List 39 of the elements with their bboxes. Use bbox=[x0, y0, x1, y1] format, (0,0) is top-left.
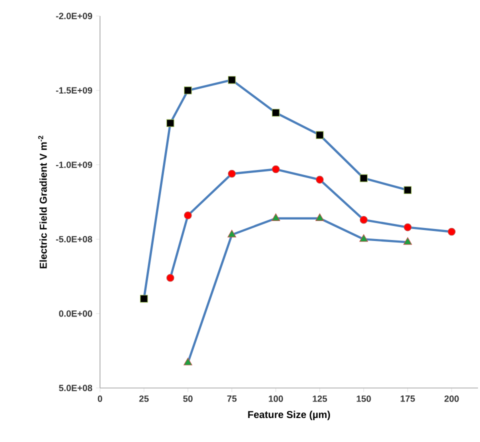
y-tick-label: -2.0E+09 bbox=[56, 12, 92, 20]
point bbox=[360, 174, 368, 182]
point bbox=[404, 223, 412, 232]
point bbox=[184, 211, 192, 220]
point bbox=[316, 131, 324, 139]
x-tick-label: 25 bbox=[139, 396, 149, 402]
point bbox=[228, 230, 236, 238]
x-tick-label: 0 bbox=[98, 396, 102, 402]
x-tick-label: 200 bbox=[444, 396, 459, 402]
point bbox=[403, 237, 412, 245]
point bbox=[272, 165, 280, 174]
x-tick-label: 125 bbox=[312, 396, 328, 402]
y-tick-label: -1.0E+09 bbox=[56, 162, 92, 168]
point bbox=[316, 176, 324, 184]
point bbox=[166, 274, 174, 282]
point bbox=[228, 76, 236, 84]
y-axis-title: Electric Field Gradient V m$^{-2}$ bbox=[38, 136, 47, 268]
y-tick-label: 0.0E+00 bbox=[59, 310, 92, 317]
point bbox=[184, 86, 192, 94]
x-tick-label: 150 bbox=[356, 396, 371, 402]
point bbox=[166, 119, 174, 128]
y-tick-label: 5.0E+08 bbox=[58, 384, 92, 392]
point bbox=[360, 216, 368, 224]
point bbox=[228, 170, 236, 178]
point bbox=[184, 358, 192, 366]
point bbox=[404, 186, 412, 194]
point bbox=[315, 213, 324, 221]
x-tick-label: 100 bbox=[268, 396, 283, 402]
y-tick-label: -1.5E+09 bbox=[56, 87, 92, 94]
point bbox=[272, 213, 280, 221]
point bbox=[359, 234, 368, 242]
x-tick-label: 175 bbox=[400, 396, 415, 402]
x-tick-label: 50 bbox=[183, 396, 193, 402]
point bbox=[140, 294, 148, 303]
x-axis-title: Feature Size (µm) bbox=[248, 410, 330, 420]
point bbox=[448, 228, 456, 236]
x-tick-label: 75 bbox=[227, 396, 237, 402]
y-tick-label: -5.0E+08 bbox=[56, 236, 92, 242]
point bbox=[272, 108, 280, 117]
